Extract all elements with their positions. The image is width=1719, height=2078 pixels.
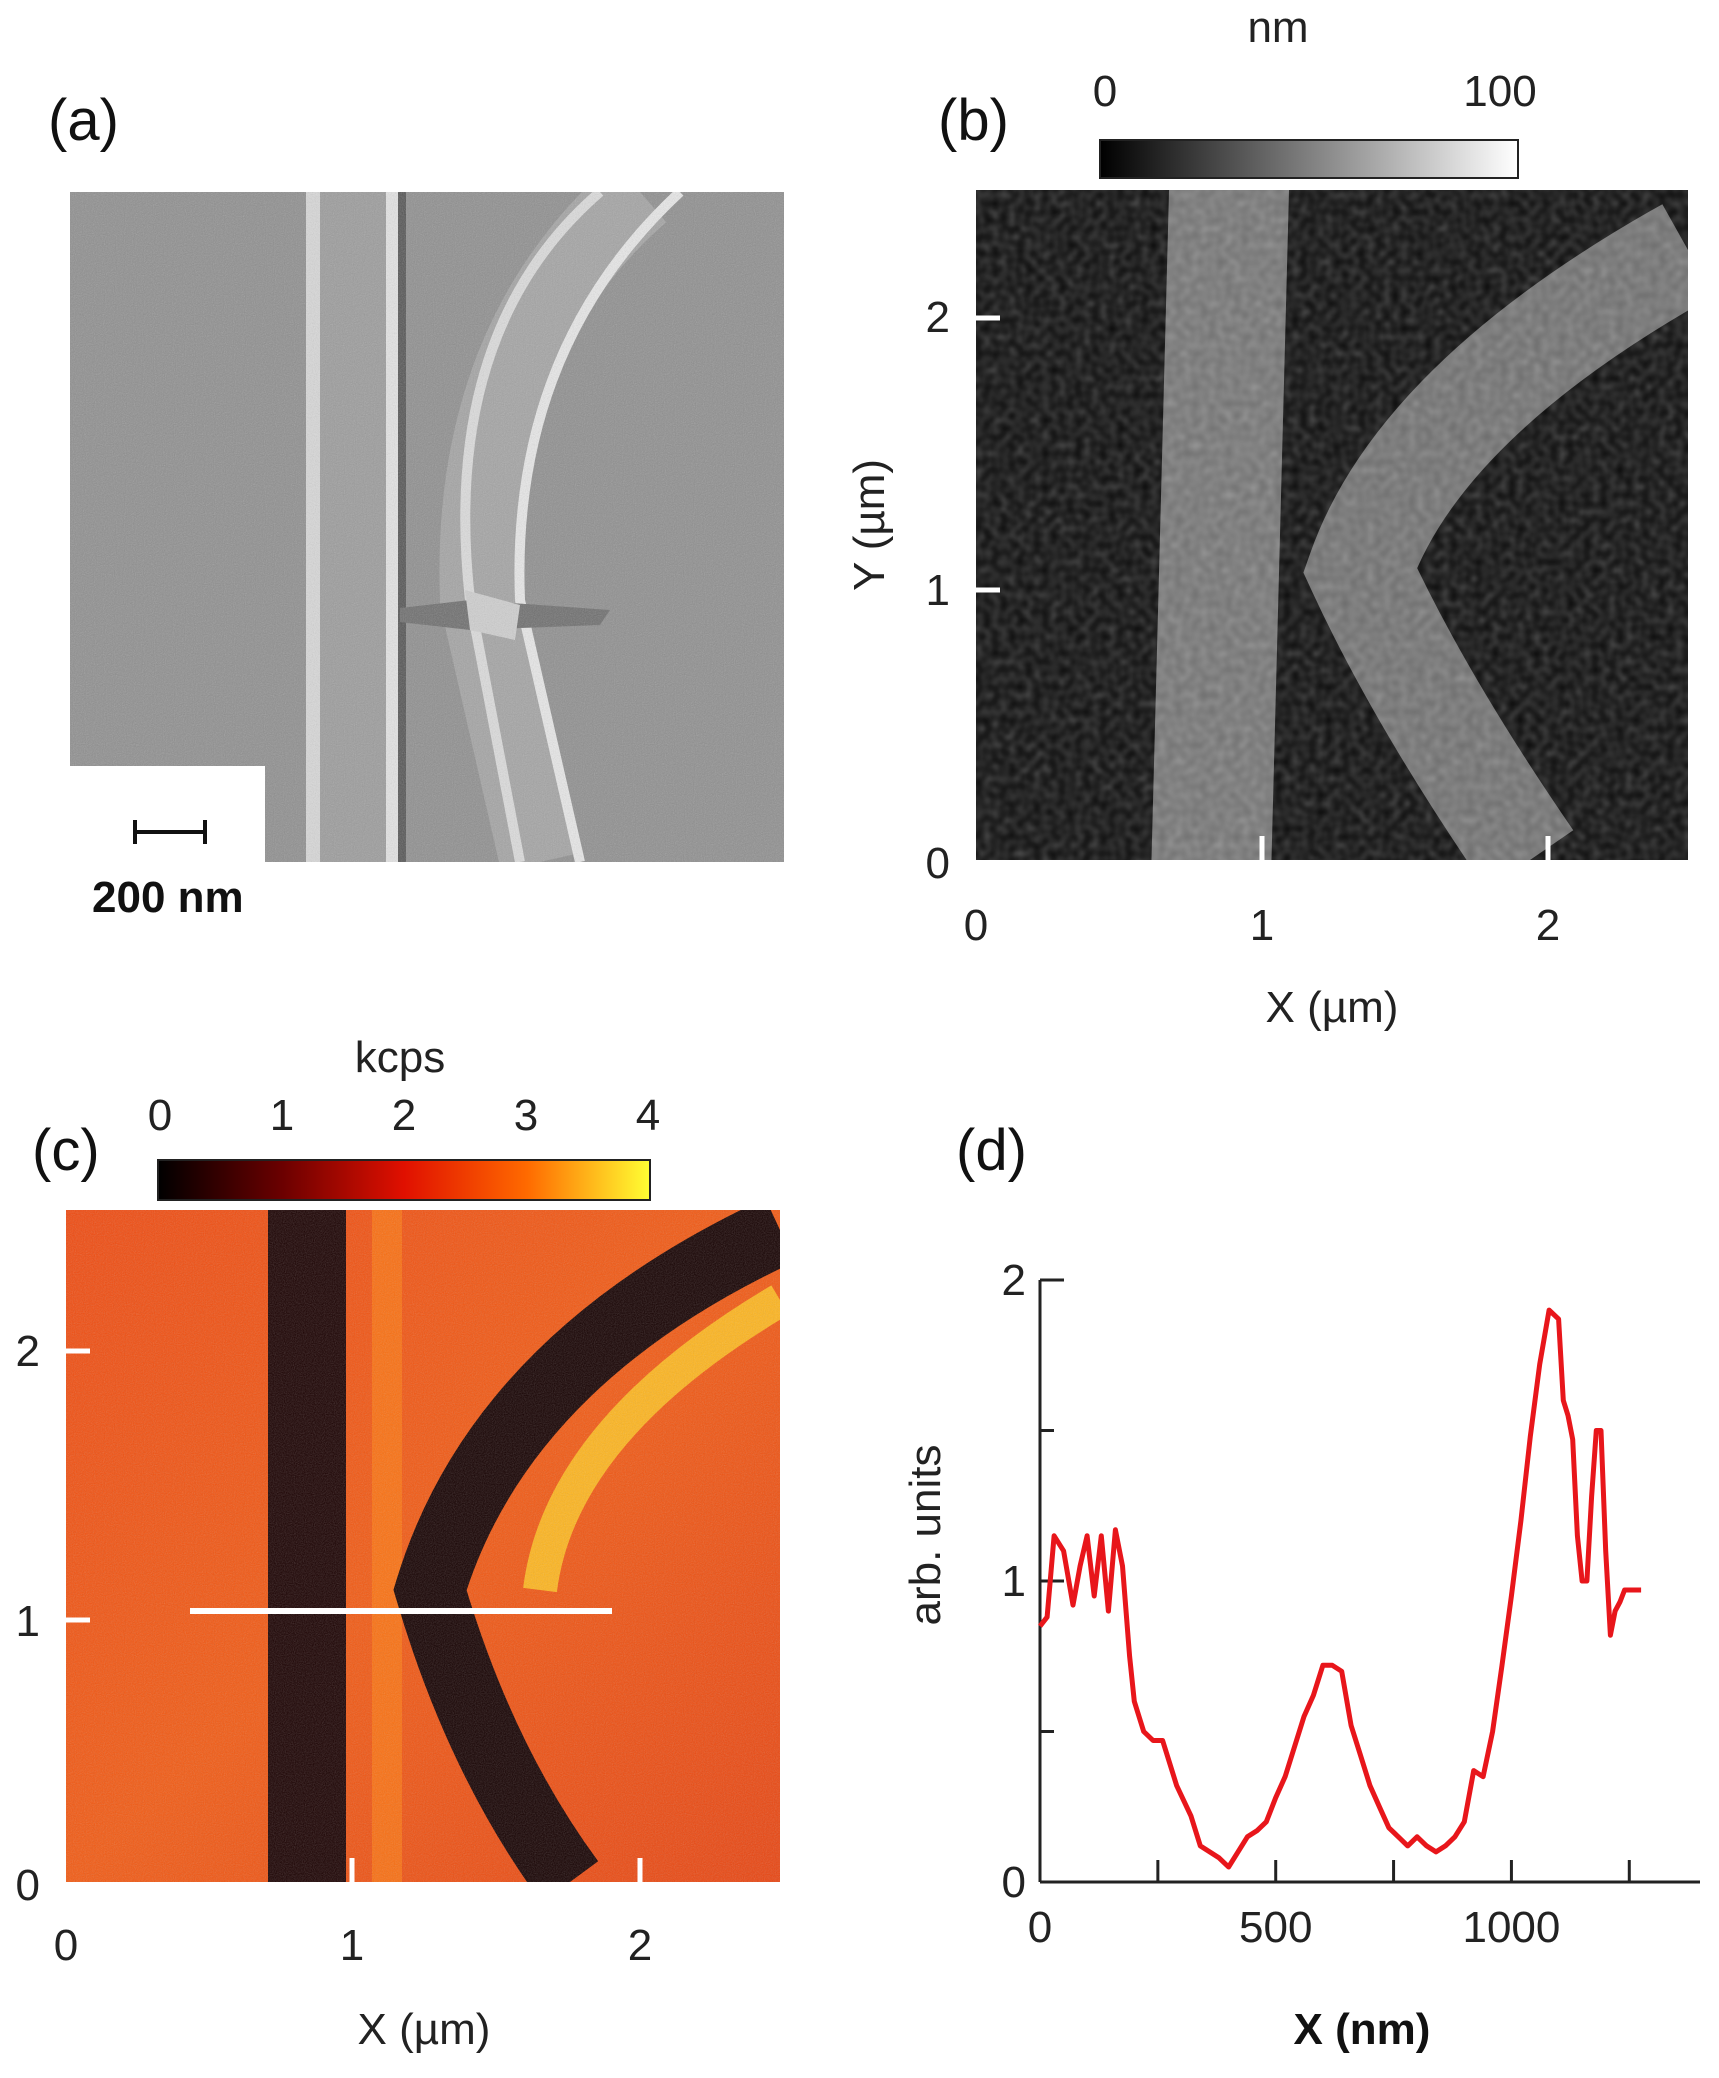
afm-ytick-0: 0 — [926, 839, 950, 888]
panel-a-label: (a) — [48, 88, 119, 153]
colorbar-c-label-1: 1 — [270, 1091, 294, 1140]
fluor-ytick-1: 1 — [16, 1597, 40, 1646]
y-tick-label: 0 — [1002, 1858, 1026, 1907]
panel-b-label: (b) — [938, 88, 1009, 153]
colorbar-c-label-3: 3 — [514, 1091, 538, 1140]
panel-d-label: (d) — [956, 1118, 1027, 1183]
panel-d: (d) 0 500 1000 0 1 2 arb. units X (nm) — [901, 1118, 1700, 2054]
fluor-ytick-0: 0 — [16, 1861, 40, 1910]
sem-image — [70, 192, 784, 862]
fluor-xtick-0: 0 — [54, 1921, 78, 1970]
profile-plot: 0 500 1000 0 1 2 — [1002, 1256, 1700, 1952]
afm-ytick-1: 1 — [926, 566, 950, 615]
colorbar-c-unit: kcps — [355, 1033, 445, 1082]
afm-xtick-2: 2 — [1536, 901, 1560, 950]
fluor-xtick-1: 1 — [340, 1921, 364, 1970]
panel-b: (b) nm 0 100 Y (µm) 0 1 2 0 1 2 X (µm) — [845, 3, 1688, 1032]
fluor-xtick-2: 2 — [628, 1921, 652, 1970]
profile-ylabel: arb. units — [901, 1445, 950, 1626]
colorbar-c — [157, 1159, 651, 1201]
profile-xlabel: X (nm) — [1294, 2005, 1431, 2054]
afm-ytick-2: 2 — [926, 293, 950, 342]
panel-c-label: (c) — [32, 1118, 100, 1183]
colorbar-b-unit: nm — [1247, 3, 1308, 52]
x-tick-label: 500 — [1239, 1903, 1312, 1952]
scale-bar-label: 200 nm — [92, 873, 244, 922]
y-tick-label: 2 — [1002, 1256, 1026, 1305]
afm-xtick-0: 0 — [964, 901, 988, 950]
sem-white-corner — [70, 766, 265, 862]
afm-xlabel: X (µm) — [1266, 983, 1399, 1032]
colorbar-c-label-2: 2 — [392, 1091, 416, 1140]
colorbar-b-min: 0 — [1093, 67, 1117, 116]
y-tick-label: 1 — [1002, 1557, 1026, 1606]
fluor-ytick-2: 2 — [16, 1327, 40, 1376]
afm-image — [976, 190, 1688, 860]
panel-a: (a) 200 nm — [48, 88, 784, 922]
x-tick-label: 0 — [1028, 1903, 1052, 1952]
panel-c: (c) kcps 0 1 2 3 4 0 1 2 0 1 2 X (µm) — [16, 1033, 780, 2054]
scale-bar — [133, 820, 207, 844]
fluor-xlabel: X (µm) — [358, 2005, 491, 2054]
profile-series-line — [1038, 1307, 1642, 1870]
x-tick-label: 1000 — [1462, 1903, 1560, 1952]
colorbar-b-max: 100 — [1463, 67, 1536, 116]
colorbar-c-label-0: 0 — [148, 1091, 172, 1140]
afm-xtick-1: 1 — [1250, 901, 1274, 950]
colorbar-c-label-4: 4 — [636, 1091, 660, 1140]
afm-ylabel: Y (µm) — [845, 459, 894, 591]
fluorescence-image — [66, 1210, 780, 1882]
colorbar-b — [1099, 139, 1519, 179]
